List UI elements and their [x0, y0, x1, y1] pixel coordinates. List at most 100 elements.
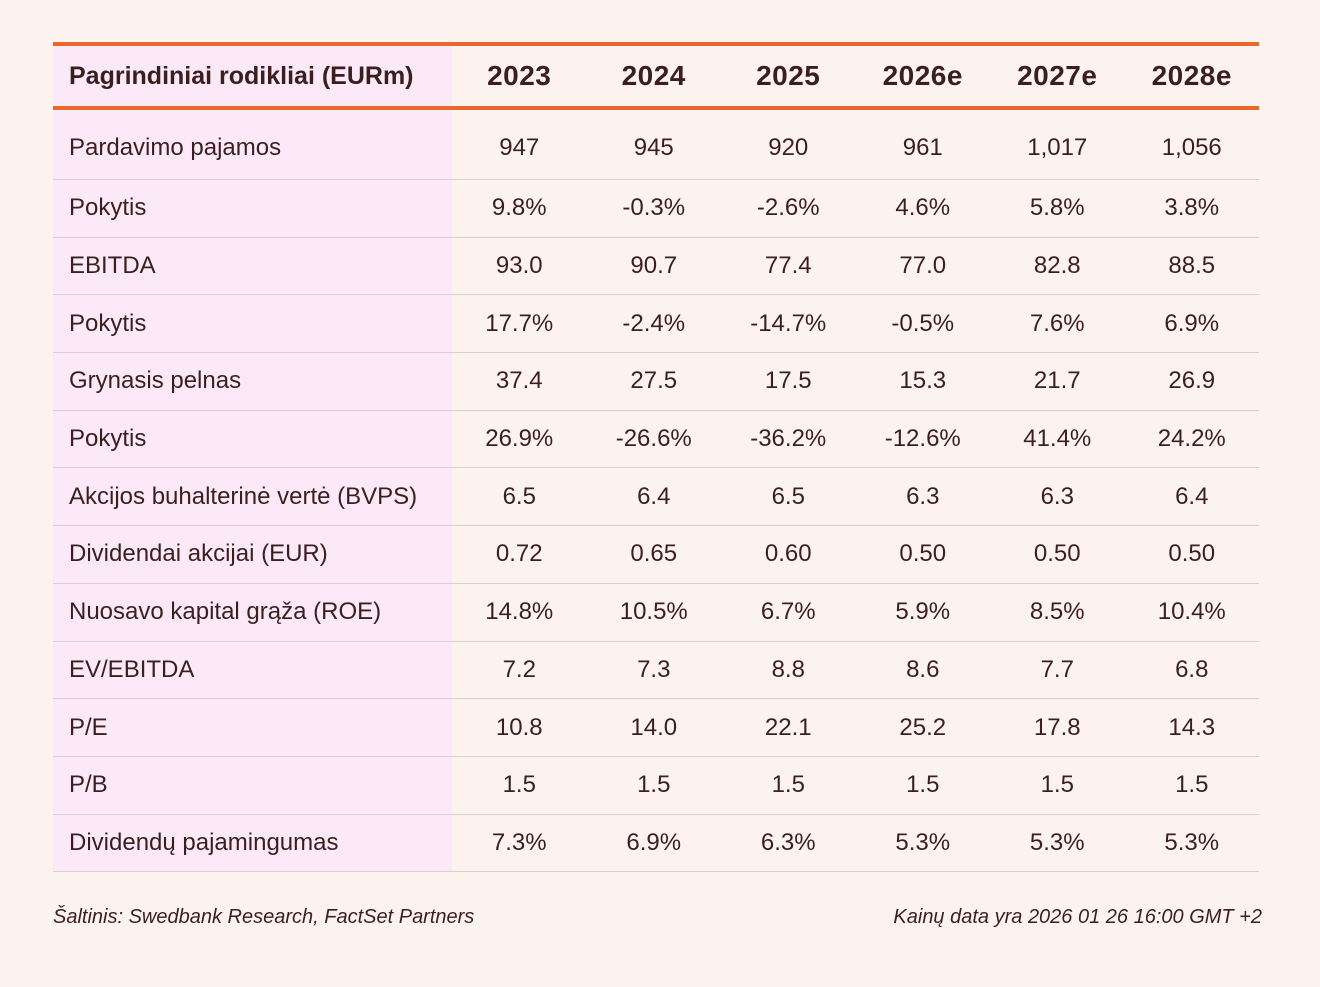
row-value: 961 — [855, 110, 990, 180]
table-row: Dividendai akcijai (EUR) 0.72 0.65 0.60 0.50… — [53, 526, 1259, 584]
row-value: 3.8% — [1124, 180, 1259, 238]
row-value: 14.8% — [452, 584, 587, 642]
row-value: 6.3% — [721, 815, 856, 873]
row-value: 25.2 — [855, 699, 990, 757]
row-value: 5.3% — [1124, 815, 1259, 873]
row-value: 41.4% — [990, 411, 1125, 469]
row-value: 77.0 — [855, 238, 990, 296]
table-row: P/E 10.8 14.0 22.1 25.2 17.8 14.3 — [53, 699, 1259, 757]
row-value: 17.7% — [452, 295, 587, 354]
row-label: Dividendai akcijai (EUR) — [53, 526, 452, 584]
row-value: 947 — [452, 110, 587, 180]
row-value: 10.4% — [1124, 584, 1259, 642]
row-value: -26.6% — [586, 411, 721, 469]
row-value: 26.9 — [1124, 353, 1259, 411]
row-value: 21.7 — [990, 353, 1125, 411]
row-value: 0.60 — [721, 526, 856, 584]
row-value: 0.65 — [586, 526, 721, 584]
row-value: 6.5 — [452, 468, 587, 527]
row-label: Akcijos buhalterinė vertė (BVPS) — [53, 468, 452, 527]
row-value: 22.1 — [721, 699, 856, 757]
row-value: 7.3 — [586, 642, 721, 700]
row-value: 6.8 — [1124, 642, 1259, 700]
row-label: Pokytis — [53, 295, 452, 354]
row-value: 0.50 — [1124, 526, 1259, 584]
row-value: 8.5% — [990, 584, 1125, 642]
row-value: -0.3% — [586, 180, 721, 238]
row-value: 1.5 — [452, 757, 587, 815]
row-label: Nuosavo kapital grąža (ROE) — [53, 583, 452, 642]
row-value: 93.0 — [452, 238, 587, 296]
row-value: 6.9% — [586, 815, 721, 873]
row-value: 945 — [586, 110, 721, 180]
row-value: -2.6% — [721, 180, 856, 238]
row-value: -0.5% — [855, 295, 990, 354]
table-body: Pardavimo pajamos 947 945 920 961 1,017 1,056 P… — [53, 110, 1259, 873]
table-header-year: 2025 — [721, 42, 856, 110]
row-value: 6.5 — [721, 468, 856, 527]
table-header-year: 2028e — [1124, 42, 1259, 110]
table-header: Pagrindiniai rodikliai (EURm) 2023 2024 202… — [53, 42, 1259, 110]
row-value: 1.5 — [1124, 757, 1259, 815]
row-label: EBITDA — [53, 237, 452, 296]
table-row: Pokytis 17.7% -2.4% -14.7% -0.5% 7.6% 6.9% — [53, 295, 1259, 354]
row-value: 7.2 — [452, 642, 587, 700]
table-row: P/B 1.5 1.5 1.5 1.5 1.5 1.5 — [53, 756, 1259, 815]
row-value: 1.5 — [721, 757, 856, 815]
row-value: 37.4 — [452, 353, 587, 411]
table-row: EV/EBITDA 7.2 7.3 8.8 8.6 7.7 6.8 — [53, 641, 1259, 700]
row-value: -14.7% — [721, 295, 856, 354]
row-label: P/E — [53, 699, 452, 757]
table-row: Pokytis 9.8% -0.3% -2.6% 4.6% 5.8% 3.8% — [53, 180, 1259, 238]
table-row: Grynasis pelnas 37.4 27.5 17.5 15.3 21.7 26.9 — [53, 353, 1259, 411]
row-value: 82.8 — [990, 238, 1125, 296]
row-value: 15.3 — [855, 353, 990, 411]
row-value: 1,017 — [990, 110, 1125, 180]
row-value: 1.5 — [855, 757, 990, 815]
row-value: 6.3 — [855, 468, 990, 527]
row-value: 8.8 — [721, 642, 856, 700]
row-value: 8.6 — [855, 642, 990, 700]
table-row: EBITDA 93.0 90.7 77.4 77.0 82.8 88.5 — [53, 237, 1259, 296]
table-header-year: 2023 — [452, 42, 587, 110]
row-value: 4.6% — [855, 180, 990, 238]
table-row: Pokytis 26.9% -26.6% -36.2% -12.6% 41.4% 24.2% — [53, 410, 1259, 469]
row-value: 7.3% — [452, 815, 587, 873]
row-label: P/B — [53, 756, 452, 815]
table-header-label: Pagrindiniai rodikliai (EURm) — [53, 42, 452, 110]
table-header-year: 2026e — [855, 42, 990, 110]
row-value: 88.5 — [1124, 238, 1259, 296]
row-value: 26.9% — [452, 411, 587, 469]
table-header-year: 2024 — [586, 42, 721, 110]
row-label: Pokytis — [53, 180, 452, 238]
source-note: Šaltinis: Swedbank Research, FactSet Par… — [53, 906, 475, 928]
row-value: 9.8% — [452, 180, 587, 238]
row-value: 920 — [721, 110, 856, 180]
row-label: Pokytis — [53, 410, 452, 469]
row-value: 5.3% — [855, 815, 990, 873]
row-value: 6.4 — [586, 468, 721, 527]
table-header-row: Pagrindiniai rodikliai (EURm) 2023 2024 202… — [53, 42, 1259, 110]
row-value: 6.3 — [990, 468, 1125, 527]
table-row: Pardavimo pajamos 947 945 920 961 1,017 1,056 — [53, 110, 1259, 180]
row-value: 7.7 — [990, 642, 1125, 700]
row-label: EV/EBITDA — [53, 641, 452, 700]
row-value: 27.5 — [586, 353, 721, 411]
row-label: Grynasis pelnas — [53, 353, 452, 411]
table-header-year: 2027e — [990, 42, 1125, 110]
row-value: 0.50 — [990, 526, 1125, 584]
row-value: 7.6% — [990, 295, 1125, 354]
row-value: 1.5 — [586, 757, 721, 815]
row-value: 5.9% — [855, 584, 990, 642]
row-value: -12.6% — [855, 411, 990, 469]
row-value: -2.4% — [586, 295, 721, 354]
table-row: Akcijos buhalterinė vertė (BVPS) 6.5 6.4 6.… — [53, 468, 1259, 527]
row-value: 90.7 — [586, 238, 721, 296]
row-label: Dividendų pajamingumas — [53, 814, 452, 873]
row-value: 17.8 — [990, 699, 1125, 757]
row-value: -36.2% — [721, 411, 856, 469]
row-value: 1.5 — [990, 757, 1125, 815]
row-value: 5.8% — [990, 180, 1125, 238]
table-row: Nuosavo kapital grąža (ROE) 14.8% 10.5% 6.7… — [53, 583, 1259, 642]
row-label: Pardavimo pajamos — [53, 110, 452, 180]
